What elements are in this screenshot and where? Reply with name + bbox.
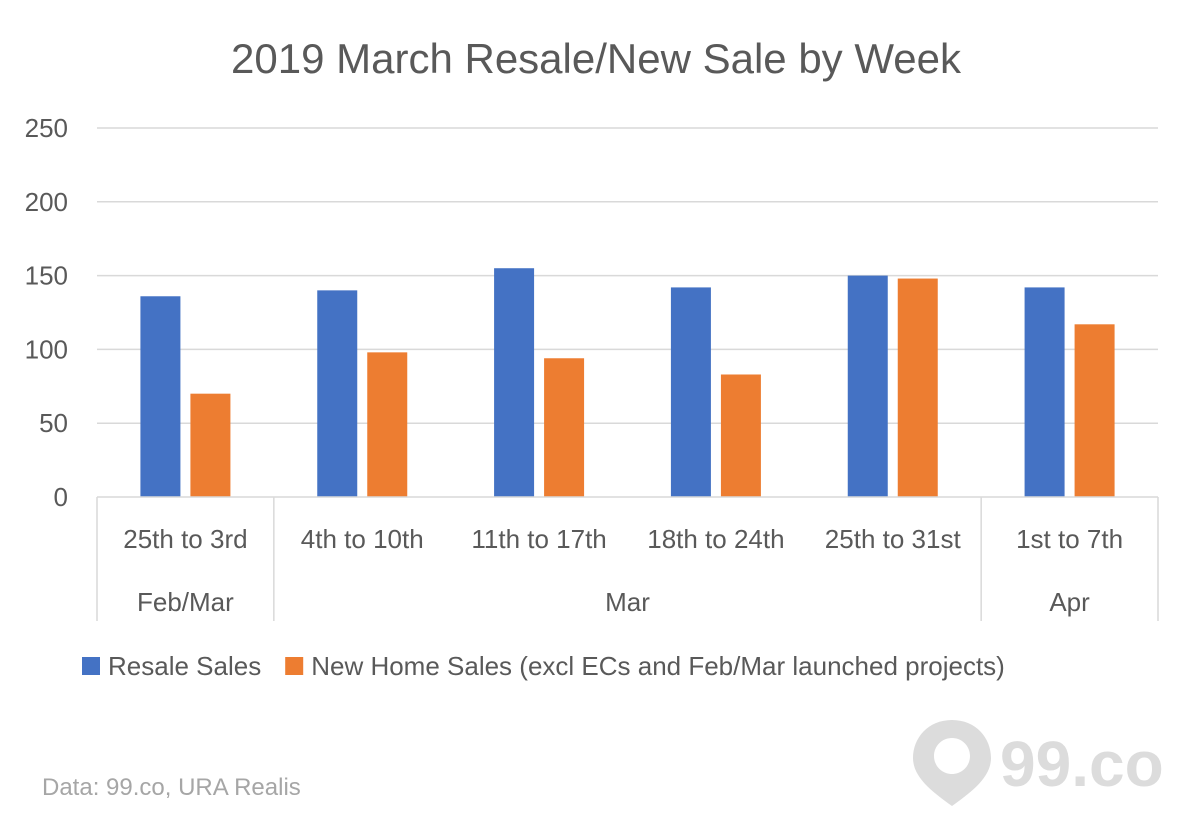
bar-new-home-1 [367, 352, 408, 497]
x-tick-label: 25th to 3rd [123, 524, 247, 554]
legend-swatch [82, 657, 100, 675]
x-tick-label: 1st to 7th [1016, 524, 1123, 554]
bar-resale-1 [317, 290, 358, 497]
x-tick-label: 18th to 24th [647, 524, 784, 554]
y-tick-label: 50 [39, 408, 68, 438]
x-tick-label: 4th to 10th [301, 524, 424, 554]
y-tick-label: 0 [54, 482, 68, 512]
99co-logo: 99.co [913, 720, 1164, 806]
legend-label: Resale Sales [108, 651, 261, 681]
x-tick-label: 11th to 17th [471, 524, 606, 554]
y-tick-label: 150 [25, 261, 68, 291]
bar-new-home-3 [720, 374, 761, 497]
bar-resale-0 [140, 296, 181, 497]
x-tick-label: 25th to 31st [825, 524, 962, 554]
source-note: Data: 99.co, URA Realis [42, 774, 301, 801]
logo-wordmark: 99.co [1000, 728, 1164, 800]
chart-title: 2019 March Resale/New Sale by Week [231, 35, 962, 82]
legend: Resale Sales New Home Sales (excl ECs and… [82, 651, 1005, 681]
x-group-label: Feb/Mar [137, 587, 234, 617]
y-axis-ticks: 0 50 100 150 200 250 [25, 113, 68, 512]
bar-resale-2 [494, 268, 535, 497]
y-tick-label: 250 [25, 113, 68, 143]
x-group-label: Mar [605, 587, 650, 617]
x-group-label: Apr [1049, 587, 1090, 617]
bar-resale-4 [847, 275, 888, 497]
y-tick-label: 100 [25, 334, 68, 364]
bar-new-home-5 [1074, 324, 1115, 497]
location-pin-icon [913, 720, 991, 806]
bars [140, 268, 1115, 497]
bar-new-home-0 [190, 393, 231, 497]
legend-swatch [285, 657, 304, 675]
x-axis: 25th to 3rd 4th to 10th 11th to 17th 18th t… [96, 496, 1159, 621]
legend-label: New Home Sales (excl ECs and Feb/Mar lau… [311, 651, 1005, 681]
bar-new-home-4 [897, 278, 938, 497]
gridlines [97, 127, 1158, 424]
bar-new-home-2 [544, 358, 585, 497]
y-tick-label: 200 [25, 187, 68, 217]
bar-resale-5 [1024, 287, 1065, 497]
bar-resale-3 [670, 287, 711, 497]
